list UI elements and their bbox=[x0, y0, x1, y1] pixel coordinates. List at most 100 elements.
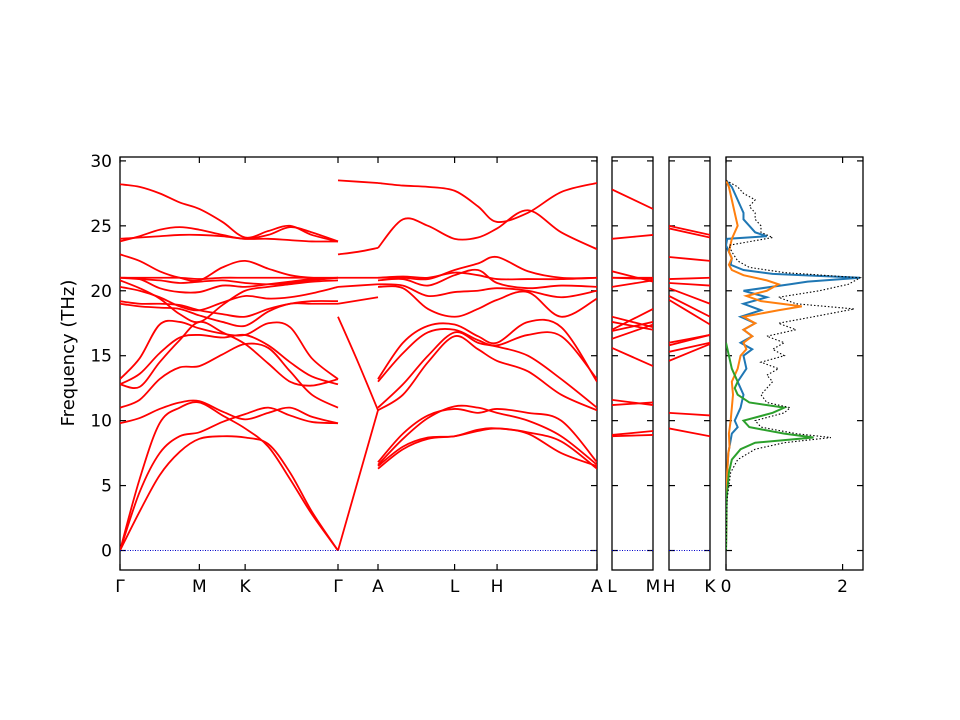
phonon-band bbox=[669, 287, 710, 305]
phonon-band bbox=[120, 320, 339, 389]
y-tick-label: 0 bbox=[101, 542, 112, 562]
phonon-band bbox=[377, 271, 597, 281]
dos-series-2 bbox=[726, 179, 802, 551]
dos-series-4 bbox=[726, 179, 862, 551]
phonon-band bbox=[337, 316, 379, 411]
x-tick-label: A bbox=[591, 577, 603, 597]
phonon-band bbox=[612, 321, 653, 331]
phonon-band bbox=[612, 347, 653, 367]
x-tick-label: H bbox=[491, 577, 504, 597]
phonon-band bbox=[612, 430, 653, 436]
x-tick-label: M bbox=[192, 577, 207, 597]
phonon-band bbox=[669, 256, 710, 262]
phonon-band bbox=[120, 233, 339, 243]
band-lines-L-M bbox=[612, 188, 653, 438]
phonon-band bbox=[669, 276, 710, 280]
x-tick-label: 0 bbox=[721, 577, 732, 597]
phonon-band bbox=[669, 341, 710, 353]
phonon-band bbox=[377, 283, 597, 299]
x-tick-label: Γ bbox=[115, 577, 125, 597]
phonon-band bbox=[377, 427, 597, 470]
phonon-band bbox=[377, 182, 597, 223]
dos-curves bbox=[726, 179, 862, 551]
y-tick-label: 30 bbox=[90, 152, 112, 172]
band-panel-H-K bbox=[668, 156, 711, 571]
phonon-band bbox=[377, 335, 597, 412]
x-tick-label: L bbox=[607, 577, 617, 597]
phonon-band bbox=[120, 319, 339, 380]
phonon-band bbox=[120, 276, 339, 294]
phonon-band bbox=[337, 410, 379, 551]
phonon-band bbox=[612, 323, 653, 340]
phonon-band bbox=[120, 226, 339, 243]
band-lines-H-K bbox=[669, 224, 710, 438]
y-tick-label: 25 bbox=[90, 217, 112, 237]
phonon-band bbox=[337, 283, 379, 288]
dos-series-1 bbox=[726, 179, 861, 551]
y-tick-label: 20 bbox=[90, 282, 112, 302]
phonon-band bbox=[377, 408, 597, 463]
phonon-band bbox=[120, 399, 339, 425]
y-tick-label: 10 bbox=[90, 412, 112, 432]
phonon-band bbox=[377, 318, 597, 383]
phonon-band bbox=[669, 343, 710, 362]
y-axis-label: Frequency (THz) bbox=[58, 280, 79, 427]
phonon-band bbox=[612, 279, 653, 288]
phonon-band bbox=[337, 247, 379, 256]
phonon-band bbox=[120, 253, 339, 282]
phonon-band bbox=[120, 276, 339, 286]
phonon-band bbox=[377, 209, 597, 251]
phonon-band bbox=[337, 179, 379, 184]
phonon-band bbox=[377, 404, 597, 466]
x-tick-label: L bbox=[450, 577, 460, 597]
phonon-band bbox=[377, 268, 597, 290]
band-panel-L-M bbox=[611, 156, 654, 571]
x-tick-label: K bbox=[240, 577, 252, 597]
phonon-band bbox=[612, 188, 653, 210]
phonon-band bbox=[120, 276, 338, 280]
phonon-band bbox=[120, 183, 339, 243]
band-panel-H-K-frame bbox=[668, 156, 711, 571]
x-tick-label: A bbox=[372, 577, 384, 597]
phonon-band bbox=[377, 331, 597, 409]
phonon-band bbox=[612, 234, 653, 240]
phonon-band bbox=[120, 279, 339, 324]
band-lines-main bbox=[120, 179, 597, 552]
phonon-band bbox=[669, 295, 710, 318]
dos-panel-frame bbox=[725, 156, 864, 571]
x-tick-label: M bbox=[646, 577, 661, 597]
phonon-band bbox=[120, 333, 339, 386]
x-tick-label: Γ bbox=[333, 577, 343, 597]
phonon-band bbox=[612, 270, 653, 283]
phonon-band bbox=[120, 435, 339, 552]
phonon-band bbox=[669, 299, 710, 326]
band-panel-L-M-frame bbox=[611, 156, 654, 571]
phonon-band bbox=[120, 406, 339, 551]
band-panel-main bbox=[119, 156, 598, 571]
phonon-band bbox=[612, 434, 653, 438]
phonon-band bbox=[612, 398, 653, 406]
band-panel-main-frame bbox=[119, 156, 598, 571]
phonon-band bbox=[669, 411, 710, 417]
phonon-band bbox=[377, 255, 597, 281]
phonon-band bbox=[669, 427, 710, 438]
phonon-band bbox=[612, 401, 653, 406]
phonon-band bbox=[612, 315, 653, 329]
phonon-band bbox=[669, 282, 710, 287]
y-tick-label: 5 bbox=[101, 477, 112, 497]
phonon-band bbox=[120, 342, 339, 409]
phonon-band bbox=[612, 308, 653, 331]
dos-series-3 bbox=[726, 342, 814, 551]
phonon-band bbox=[377, 328, 597, 383]
dos-panel bbox=[725, 156, 864, 571]
phonon-band bbox=[669, 224, 710, 236]
x-tick-label: H bbox=[663, 577, 676, 597]
x-tick-label: 2 bbox=[837, 577, 848, 597]
phonon-band bbox=[120, 300, 339, 318]
phonon-band bbox=[120, 401, 339, 552]
phonon-band bbox=[669, 334, 710, 344]
y-tick-label: 15 bbox=[90, 347, 112, 367]
phonon-band bbox=[669, 227, 710, 239]
